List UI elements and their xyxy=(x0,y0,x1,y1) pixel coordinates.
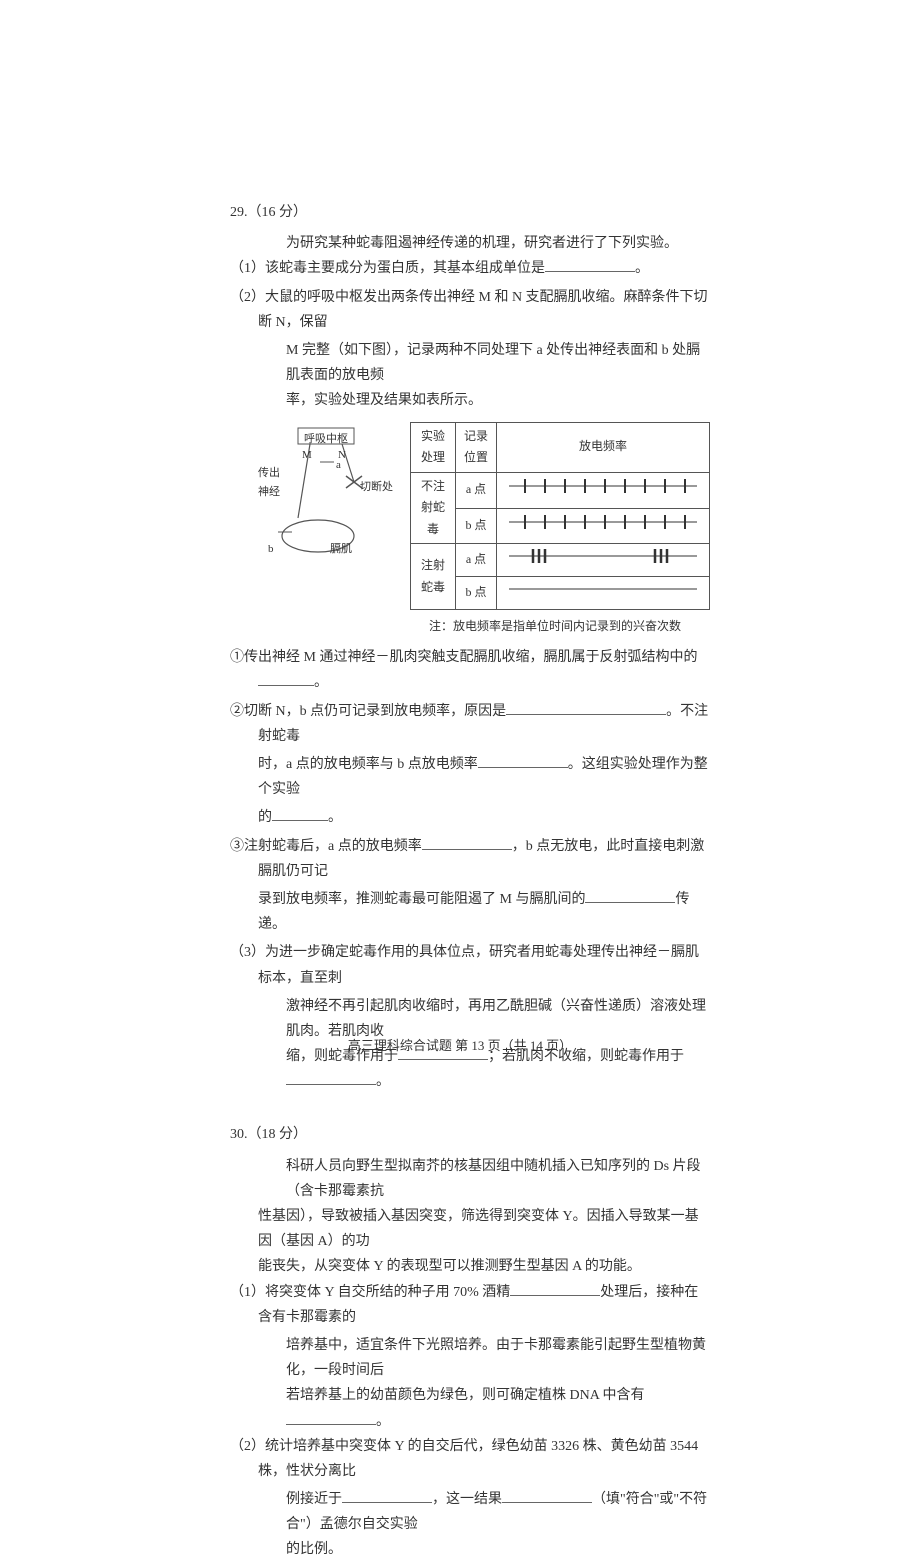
cell-venom: 注射蛇毒 xyxy=(411,544,456,609)
q30-p1-line3: 若培养基上的幼苗颜色为绿色，则可确定植株 DNA 中含有。 xyxy=(230,1383,710,1433)
text: 录到放电频率，推测蛇毒最可能阻遏了 M 与膈肌间的 xyxy=(258,892,585,907)
q29-p2-c: 率，实验处理及结果如表所示。 xyxy=(230,388,710,413)
text: 的 xyxy=(258,810,272,825)
wave-dense-2 xyxy=(497,508,710,544)
text: ②切断 N，b 点仍可记录到放电频率，原因是 xyxy=(230,704,506,719)
table-row: b 点 xyxy=(411,508,710,544)
text: 。 xyxy=(314,675,328,690)
table-row: 不注射蛇毒 a 点 xyxy=(411,472,710,508)
q29-p2-b: M 完整（如下图），记录两种不同处理下 a 处传出神经表面和 b 处膈肌表面的放… xyxy=(230,338,710,388)
text: ①传出神经 M 通过神经－肌肉突触支配膈肌收缩，膈肌属于反射弧结构中的 xyxy=(230,650,697,665)
wave-flat xyxy=(497,577,710,610)
blank xyxy=(506,701,666,715)
th-position: 记录位置 xyxy=(455,422,496,472)
result-table: 实验处理 记录位置 放电频率 不注射蛇毒 a 点 b 点 注射蛇毒 a 点 xyxy=(410,422,710,610)
table-row: b 点 xyxy=(411,577,710,610)
q30-p2-line2: 例接近于，这一结果（填"符合"或"不符合"）孟德尔自交实验 xyxy=(230,1487,710,1537)
q30-number: 30.（18 分） xyxy=(230,1122,710,1147)
question-30: 30.（18 分） 科研人员向野生型拟南芥的核基因组中随机插入已知序列的 Ds … xyxy=(230,1122,710,1562)
cell-pos-b: b 点 xyxy=(455,577,496,610)
blank xyxy=(286,1071,376,1085)
text: ③注射蛇毒后，a 点的放电频率 xyxy=(230,839,422,854)
text: 。 xyxy=(376,1074,390,1089)
diagram-label-left: 传出 神经 xyxy=(258,464,280,504)
blank xyxy=(272,807,328,821)
blank xyxy=(510,1282,600,1296)
q29-number: 29.（16 分） xyxy=(230,200,710,225)
text: 时，a 点的放电频率与 b 点放电频率 xyxy=(258,757,478,772)
q29-s2-line1: ②切断 N，b 点仍可记录到放电频率，原因是。不注射蛇毒 xyxy=(230,699,710,749)
blank xyxy=(286,1411,376,1425)
diagram-label-b: b xyxy=(268,540,274,560)
wave-sparse xyxy=(497,544,710,577)
text: 若培养基上的幼苗颜色为绿色，则可确定植株 DNA 中含有 xyxy=(286,1388,645,1403)
q29-p1-end: 。 xyxy=(635,261,649,276)
text: 。 xyxy=(328,810,342,825)
q29-p3-a: （3）为进一步确定蛇毒作用的具体位点，研究者用蛇毒处理传出神经－膈肌标本，直至刺 xyxy=(230,940,710,990)
cell-pos-b: b 点 xyxy=(455,508,496,544)
table-note: 注：放电频率是指单位时间内记录到的兴奋次数 xyxy=(400,616,710,638)
q30-intro-b: 性基因），导致被插入基因突变，筛选得到突变体 Y。因插入导致某一基因（基因 A）… xyxy=(230,1204,710,1254)
th-frequency: 放电频率 xyxy=(497,422,710,472)
nerve-diagram: 呼吸中枢 M N 传出 神经 a 切断处 b 膈肌 xyxy=(258,422,400,560)
q30-intro-a: 科研人员向野生型拟南芥的核基因组中随机插入已知序列的 Ds 片段（含卡那霉素抗 xyxy=(230,1154,710,1204)
blank xyxy=(502,1489,592,1503)
blank xyxy=(258,672,314,686)
question-29: 29.（16 分） 为研究某种蛇毒阻遏神经传递的机理，研究者进行了下列实验。 （… xyxy=(230,200,710,1094)
blank xyxy=(478,754,568,768)
blank xyxy=(545,258,635,272)
text: 例接近于 xyxy=(286,1492,342,1507)
diagram-label-cut: 切断处 xyxy=(360,478,393,498)
q29-intro: 为研究某种蛇毒阻遏神经传递的机理，研究者进行了下列实验。 xyxy=(230,231,710,256)
q30-p1-line2: 培养基中，适宜条件下光照培养。由于卡那霉素能引起野生型植物黄化，一段时间后 xyxy=(230,1333,710,1383)
diagram-label-M: M xyxy=(302,446,312,466)
table-header-row: 实验处理 记录位置 放电频率 xyxy=(411,422,710,472)
diagram-label-a: a xyxy=(336,456,341,476)
q30-p2-line1: （2）统计培养基中突变体 Y 的自交后代，绿色幼苗 3326 株、黄色幼苗 35… xyxy=(230,1434,710,1484)
cell-no-venom: 不注射蛇毒 xyxy=(411,472,456,544)
page-footer: 高三理科综合试题 第 13 页（共 14 页） xyxy=(0,1034,920,1057)
cell-pos-a: a 点 xyxy=(455,544,496,577)
q30-p2-line3: 的比例。 xyxy=(230,1537,710,1562)
q29-s3-line2: 录到放电频率，推测蛇毒最可能阻遏了 M 与膈肌间的传递。 xyxy=(230,887,710,937)
wave-dense-1 xyxy=(497,472,710,508)
q29-s2-line2: 时，a 点的放电频率与 b 点放电频率。这组实验处理作为整个实验 xyxy=(230,752,710,802)
text: ，这一结果 xyxy=(432,1492,502,1507)
diagram-table-container: 呼吸中枢 M N 传出 神经 a 切断处 b 膈肌 实验处理 记录位置 放电频率… xyxy=(258,422,710,610)
diagram-label-muscle: 膈肌 xyxy=(330,540,352,560)
table-row: 注射蛇毒 a 点 xyxy=(411,544,710,577)
text: （1）将突变体 Y 自交所结的种子用 70% 酒精 xyxy=(230,1285,510,1300)
q29-s1: ①传出神经 M 通过神经－肌肉突触支配膈肌收缩，膈肌属于反射弧结构中的。 xyxy=(230,645,710,695)
q29-p2-a: （2）大鼠的呼吸中枢发出两条传出神经 M 和 N 支配膈肌收缩。麻醉条件下切断 … xyxy=(230,285,710,335)
q29-s3-line1: ③注射蛇毒后，a 点的放电频率，b 点无放电，此时直接电刺激膈肌仍可记 xyxy=(230,834,710,884)
blank xyxy=(422,836,512,850)
q29-p1-text: （1）该蛇毒主要成分为蛋白质，其基本组成单位是 xyxy=(230,261,545,276)
blank xyxy=(585,889,675,903)
q29-s2-line3: 的。 xyxy=(230,805,710,830)
cell-pos-a: a 点 xyxy=(455,472,496,508)
q29-p1: （1）该蛇毒主要成分为蛋白质，其基本组成单位是 。 xyxy=(230,256,710,281)
q30-p1-line1: （1）将突变体 Y 自交所结的种子用 70% 酒精处理后，接种在含有卡那霉素的 xyxy=(230,1280,710,1330)
blank xyxy=(342,1489,432,1503)
q30-intro-c: 能丧失，从突变体 Y 的表现型可以推测野生型基因 A 的功能。 xyxy=(230,1254,710,1279)
text: 。 xyxy=(376,1414,390,1429)
th-treatment: 实验处理 xyxy=(411,422,456,472)
